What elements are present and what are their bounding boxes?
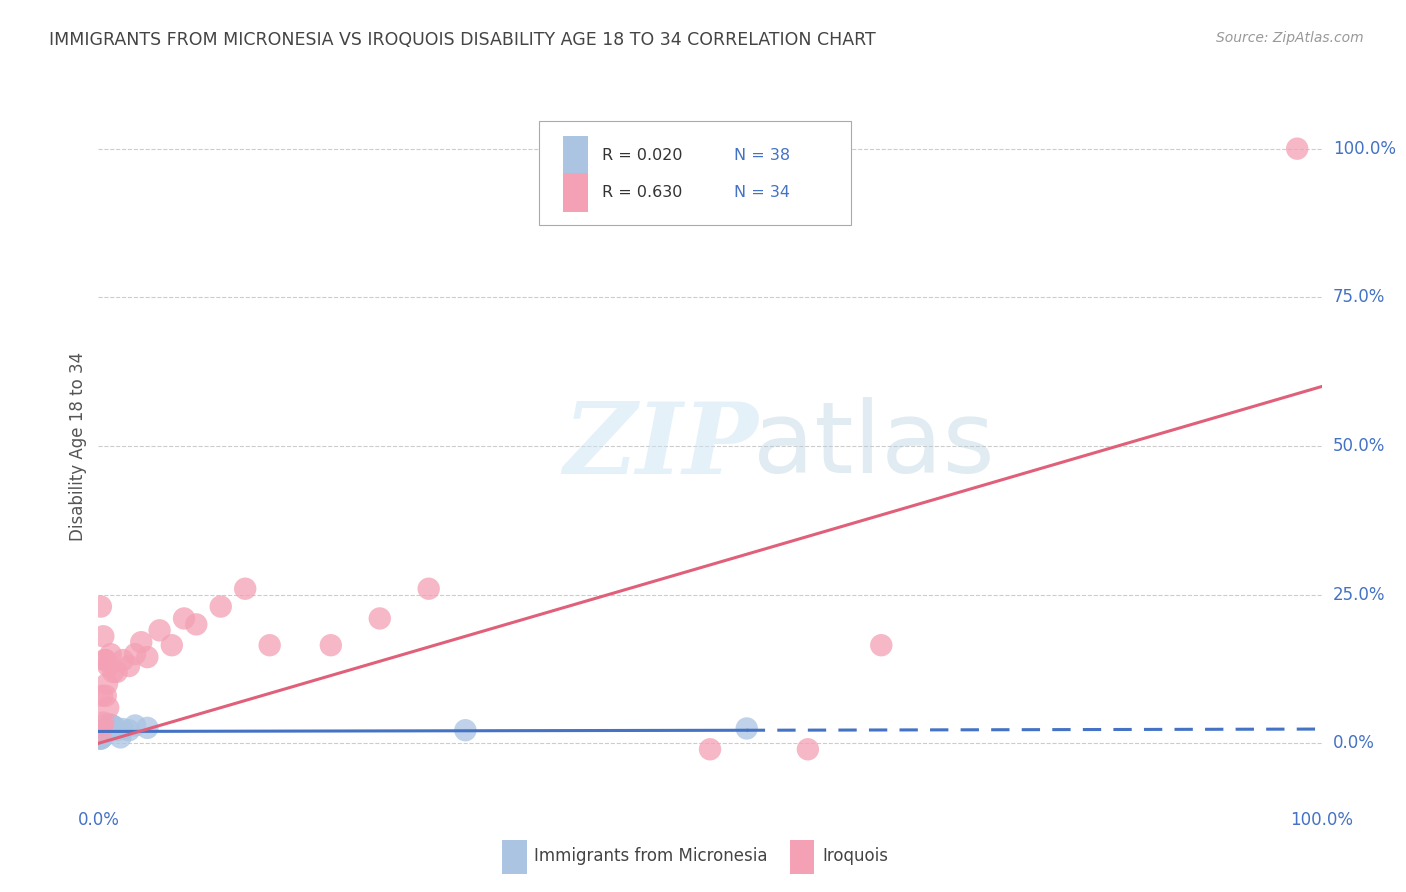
Text: Immigrants from Micronesia: Immigrants from Micronesia (534, 847, 768, 865)
Text: 50.0%: 50.0% (1333, 437, 1385, 455)
Point (173, 611, 195, 625)
Point (136, 721, 159, 735)
Point (110, 731, 132, 745)
Text: 100.0%: 100.0% (1333, 140, 1396, 158)
Text: R = 0.630: R = 0.630 (602, 185, 683, 200)
Point (90, 731, 112, 746)
Point (136, 650, 159, 665)
Point (91, 728, 114, 742)
Text: 0.0%: 0.0% (1333, 734, 1375, 752)
Point (209, 599, 232, 614)
Point (91, 718, 114, 732)
Point (111, 722, 134, 736)
Point (118, 723, 141, 738)
Y-axis label: Disability Age 18 to 34: Disability Age 18 to 34 (69, 351, 87, 541)
Point (94, 725, 117, 739)
Point (103, 720, 125, 734)
Point (90, 731, 112, 746)
Point (96, 723, 118, 738)
Point (454, 723, 477, 738)
Point (90, 731, 112, 745)
Point (94, 689, 117, 703)
Point (368, 611, 391, 625)
Point (129, 635, 152, 649)
FancyBboxPatch shape (538, 121, 851, 225)
Text: R = 0.020: R = 0.020 (602, 148, 683, 163)
Point (111, 653, 134, 667)
Text: N = 38: N = 38 (734, 148, 790, 163)
Point (91, 715, 114, 730)
Point (124, 647, 146, 661)
Text: N = 34: N = 34 (734, 185, 790, 200)
Point (91, 629, 114, 643)
Point (118, 659, 141, 673)
Point (186, 617, 208, 632)
Point (100, 718, 122, 732)
Point (93, 723, 115, 738)
Point (93, 653, 115, 667)
Text: atlas: atlas (752, 398, 994, 494)
Text: 75.0%: 75.0% (1333, 288, 1385, 306)
Point (319, 638, 342, 652)
Point (101, 665, 124, 679)
Point (94, 725, 117, 739)
Point (91, 727, 114, 741)
Point (101, 720, 124, 734)
Point (418, 582, 440, 596)
Point (89, 731, 111, 746)
Point (97, 723, 120, 738)
Point (91, 729, 114, 743)
Point (91, 731, 114, 745)
Text: ZIP: ZIP (564, 398, 758, 494)
Text: 25.0%: 25.0% (1333, 586, 1385, 604)
Point (100, 647, 122, 661)
Point (97, 700, 120, 714)
Point (93, 724, 115, 739)
Point (160, 638, 183, 652)
Point (870, 638, 893, 652)
Point (797, 742, 820, 756)
Point (105, 723, 128, 738)
Point (101, 718, 124, 732)
Point (1286, 142, 1309, 156)
FancyBboxPatch shape (790, 840, 814, 874)
Point (97, 723, 120, 738)
Point (94, 725, 117, 739)
Point (98, 717, 121, 731)
Point (94, 653, 117, 667)
Point (101, 718, 124, 732)
Point (233, 582, 256, 596)
Point (94, 722, 117, 736)
Point (90, 599, 112, 614)
Point (98, 721, 121, 735)
Point (100, 720, 122, 734)
Point (96, 725, 118, 739)
FancyBboxPatch shape (564, 173, 588, 212)
Point (96, 677, 118, 691)
Point (259, 638, 281, 652)
Point (699, 742, 721, 756)
Point (149, 624, 172, 638)
Point (90, 724, 112, 739)
Text: Source: ZipAtlas.com: Source: ZipAtlas.com (1216, 31, 1364, 45)
Point (105, 665, 128, 679)
Point (91, 689, 114, 703)
Text: Iroquois: Iroquois (823, 847, 889, 865)
Point (735, 722, 758, 736)
Point (91, 731, 114, 745)
Point (124, 718, 146, 732)
FancyBboxPatch shape (502, 840, 527, 874)
Text: IMMIGRANTS FROM MICRONESIA VS IROQUOIS DISABILITY AGE 18 TO 34 CORRELATION CHART: IMMIGRANTS FROM MICRONESIA VS IROQUOIS D… (49, 31, 876, 49)
FancyBboxPatch shape (564, 136, 588, 176)
Point (91, 724, 114, 739)
Point (91, 725, 114, 739)
Point (97, 659, 120, 673)
Point (93, 725, 115, 739)
